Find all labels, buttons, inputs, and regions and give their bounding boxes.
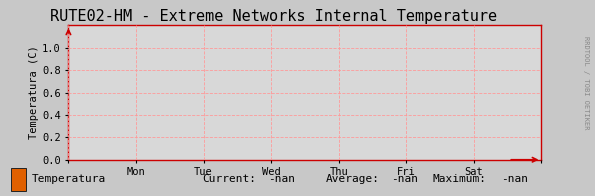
Text: Maximum:: Maximum: xyxy=(433,174,487,184)
Text: RRDTOOL / TOBI OETIKER: RRDTOOL / TOBI OETIKER xyxy=(583,35,589,129)
Text: -nan: -nan xyxy=(392,174,418,184)
Text: RUTE02-HM - Extreme Networks Internal Temperature: RUTE02-HM - Extreme Networks Internal Te… xyxy=(50,9,497,24)
Text: Current:: Current: xyxy=(202,174,256,184)
Text: -nan: -nan xyxy=(268,174,295,184)
Bar xyxy=(11,168,26,191)
Text: -nan: -nan xyxy=(501,174,528,184)
Text: Average:: Average: xyxy=(325,174,380,184)
Y-axis label: Temperatura (C): Temperatura (C) xyxy=(29,46,39,140)
Text: Temperatura: Temperatura xyxy=(32,174,106,184)
